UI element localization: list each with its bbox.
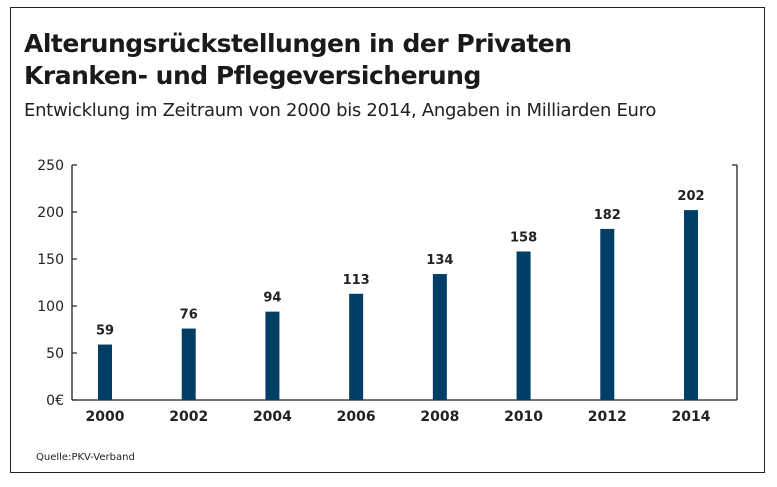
data-label-2004: 94 xyxy=(263,291,281,306)
axes: 0€ 50 100 150 200 250 xyxy=(37,158,738,409)
chart-title-line-2: Kranken- und Pflegeversicherung xyxy=(24,61,481,90)
y-tick-label: 100 xyxy=(37,299,64,315)
bar-2000 xyxy=(98,344,112,400)
x-tick-label-2006: 2006 xyxy=(337,409,376,425)
x-tick-label-2014: 2014 xyxy=(672,409,711,425)
source-note: Quelle:PKV-Verband xyxy=(36,452,135,463)
x-tick-label-2010: 2010 xyxy=(504,409,543,425)
data-label-2010: 158 xyxy=(510,230,537,245)
y-tick-label: 50 xyxy=(46,346,64,362)
bar-2010 xyxy=(516,251,531,400)
x-tick-label-2012: 2012 xyxy=(588,409,627,425)
bar-2004 xyxy=(265,311,280,400)
bars xyxy=(98,210,698,400)
data-label-2008: 134 xyxy=(426,253,453,268)
y-tick-label: 250 xyxy=(37,158,64,174)
y-tick-label: 200 xyxy=(37,205,64,221)
data-label-2014: 202 xyxy=(677,189,704,204)
bar-2002 xyxy=(181,328,196,400)
x-tick-label-2008: 2008 xyxy=(420,409,459,425)
chart-title-line-1: Alterungsrückstellungen in der Privaten xyxy=(24,29,572,58)
labels: 59 2000 76 2002 94 2004 113 2006 134 2008 158 2010 1… xyxy=(86,189,711,425)
data-label-2012: 182 xyxy=(594,208,621,223)
bar-2008 xyxy=(432,274,447,400)
bar-2012 xyxy=(600,228,615,400)
bar-2014 xyxy=(684,210,698,400)
bar-2006 xyxy=(349,293,364,400)
x-tick-label-2004: 2004 xyxy=(253,409,292,425)
y-tick-label: 150 xyxy=(37,252,64,268)
chart-title: Alterungsrückstellungen in der Privaten … xyxy=(24,28,572,92)
data-label-2000: 59 xyxy=(96,324,114,339)
chart-frame xyxy=(10,7,765,473)
data-label-2002: 76 xyxy=(180,308,198,323)
chart-subtitle: Entwicklung im Zeitraum von 2000 bis 201… xyxy=(24,100,657,121)
data-label-2006: 113 xyxy=(343,273,370,288)
x-tick-label-2000: 2000 xyxy=(86,409,125,425)
y-tick-label: 0€ xyxy=(46,393,64,409)
x-tick-label-2002: 2002 xyxy=(169,409,208,425)
